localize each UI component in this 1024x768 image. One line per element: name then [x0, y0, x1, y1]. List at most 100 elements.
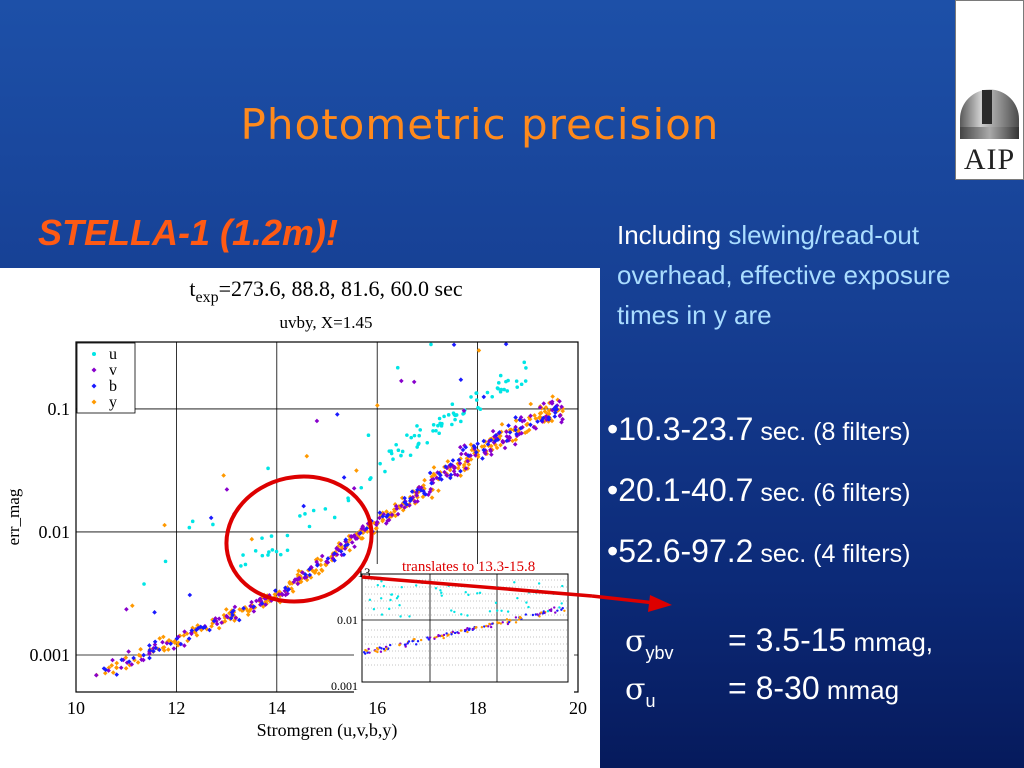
- data-point-v: [141, 657, 146, 663]
- inset-point-v: [549, 609, 553, 613]
- data-point-b: [178, 641, 184, 647]
- bullet-main: •10.3-23.7: [607, 411, 754, 447]
- data-point-u: [359, 485, 364, 490]
- data-point-u: [394, 442, 398, 447]
- data-point-b: [458, 468, 463, 474]
- inset-point-u: [537, 582, 541, 585]
- data-point-v: [374, 522, 379, 528]
- data-point-v: [383, 521, 389, 526]
- data-point-v: [152, 642, 158, 647]
- data-point-y: [488, 443, 494, 449]
- chart-axes: 10 12 14 16 18 20 0.1 0.01 0.001: [30, 341, 587, 718]
- data-point-y: [546, 408, 552, 413]
- data-point-v: [414, 490, 419, 495]
- data-point-u: [519, 382, 524, 387]
- data-point-u: [142, 582, 146, 586]
- data-point-b: [507, 430, 513, 435]
- data-point-b: [427, 470, 433, 476]
- data-point-y: [463, 459, 469, 465]
- data-point-u: [412, 433, 417, 438]
- data-point-v: [521, 418, 527, 423]
- y-tick-label: 0.01: [39, 522, 71, 542]
- data-point-v: [147, 651, 152, 657]
- inset-point-b: [556, 609, 559, 612]
- data-point-v: [280, 592, 285, 598]
- data-point-y: [378, 511, 384, 517]
- bullet-rest: sec. (4 filters): [753, 540, 911, 568]
- data-point-y: [555, 397, 561, 403]
- inset-point-y: [419, 638, 423, 642]
- data-point-b: [147, 655, 152, 661]
- inset-point-b: [450, 633, 453, 636]
- data-point-y: [237, 607, 242, 612]
- data-point-y: [499, 422, 505, 427]
- data-point-y: [222, 619, 228, 624]
- data-point-b: [168, 641, 173, 646]
- inset-point-y: [480, 626, 484, 629]
- annotation-arrow-line: [361, 575, 593, 598]
- data-point-v: [429, 477, 434, 483]
- data-point-b: [187, 592, 193, 598]
- inset-point-v: [554, 611, 557, 614]
- data-point-y: [549, 418, 555, 424]
- data-point-v: [233, 615, 239, 621]
- inset-point-u: [380, 613, 384, 616]
- data-point-y: [162, 522, 167, 528]
- data-point-b: [364, 526, 370, 531]
- data-point-v: [458, 451, 464, 457]
- data-point-b: [189, 628, 195, 633]
- slide-title: Photometric precision: [240, 100, 720, 149]
- data-point-b: [421, 488, 426, 494]
- data-point-v: [559, 419, 564, 425]
- inset-point-u: [494, 601, 498, 605]
- data-point-v: [434, 475, 440, 481]
- inset-point-v: [457, 631, 460, 635]
- data-point-b: [283, 585, 288, 591]
- data-point-v: [427, 489, 433, 495]
- data-point-y: [560, 408, 566, 414]
- inset-point-v: [553, 606, 556, 609]
- data-point-u: [417, 441, 421, 446]
- inset-point-u: [466, 614, 469, 617]
- data-point-b: [230, 612, 235, 618]
- data-point-v: [399, 503, 404, 508]
- inset-point-b: [534, 613, 537, 616]
- data-point-u: [187, 525, 192, 530]
- data-point-y: [461, 462, 467, 468]
- data-point-v: [533, 426, 539, 431]
- data-point-v: [544, 417, 549, 422]
- inset-point-v: [489, 625, 493, 629]
- data-point-u: [399, 453, 403, 458]
- data-point-v: [216, 616, 222, 622]
- data-point-b: [485, 441, 491, 447]
- data-point-y: [110, 670, 116, 675]
- data-point-u: [298, 514, 302, 518]
- inset-point-y: [385, 647, 388, 650]
- inset-point-y: [364, 648, 367, 652]
- data-point-v: [300, 570, 305, 575]
- data-point-b: [211, 618, 217, 624]
- data-point-v: [283, 592, 288, 598]
- inset-point-u: [460, 613, 463, 616]
- data-point-b: [409, 489, 415, 494]
- data-point-v: [513, 424, 518, 430]
- data-point-y: [354, 468, 359, 473]
- sigma-subscript: u: [645, 691, 656, 711]
- data-point-b: [200, 625, 206, 631]
- data-point-y: [166, 647, 171, 652]
- inset-point-u: [495, 609, 499, 612]
- data-point-y: [498, 433, 503, 439]
- data-point-v: [129, 662, 135, 667]
- data-point-v: [517, 431, 522, 437]
- inset-point-u: [561, 584, 564, 588]
- data-point-y: [466, 462, 472, 467]
- inset-point-u: [396, 595, 400, 598]
- data-point-y: [469, 447, 475, 453]
- inset-point-b: [561, 606, 564, 610]
- data-point-b: [458, 377, 464, 383]
- data-point-v: [354, 536, 360, 541]
- data-point-b: [114, 672, 120, 677]
- inset-point-b: [426, 636, 429, 639]
- data-point-v: [276, 592, 282, 597]
- inset-point-y: [538, 615, 541, 618]
